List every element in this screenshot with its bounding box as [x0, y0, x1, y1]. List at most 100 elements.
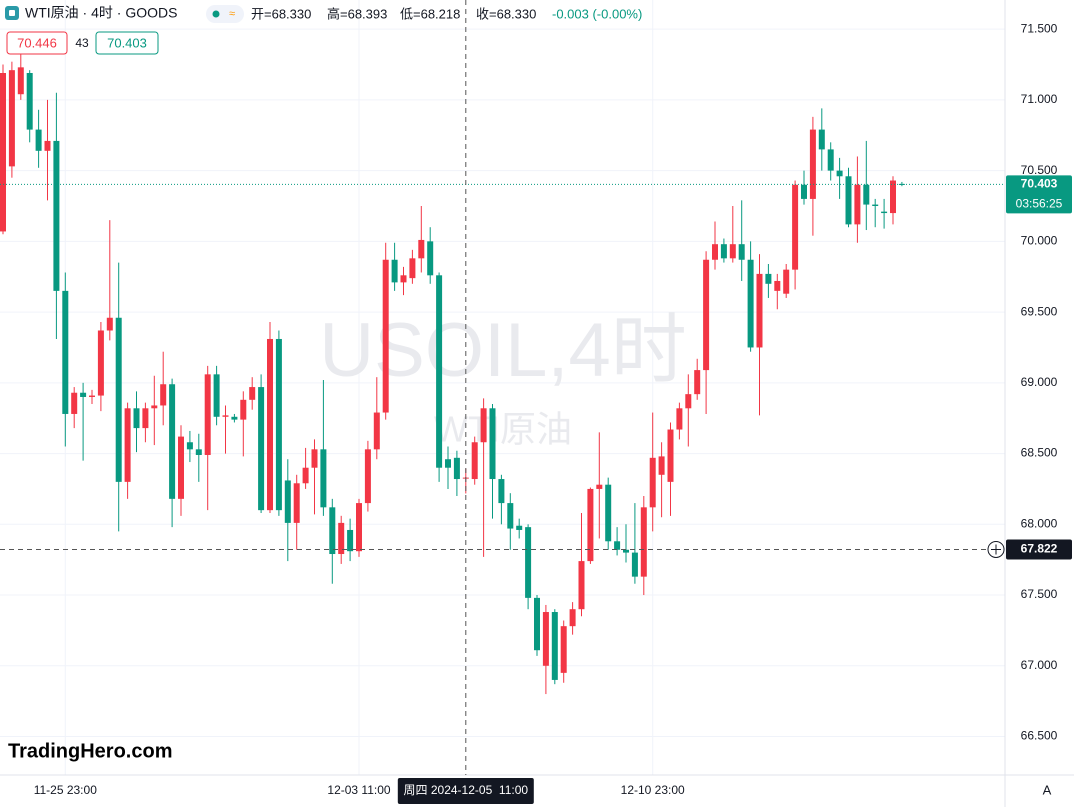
- candle-body: [685, 394, 692, 409]
- candle-body: [400, 275, 407, 283]
- candle-body: [231, 416, 238, 420]
- candle-body: [587, 488, 594, 562]
- candle-body: [854, 184, 861, 225]
- ohlc-high: 高=68.393: [327, 6, 387, 21]
- y-tick-label: 69.000: [1021, 375, 1058, 389]
- y-tick-label: 66.500: [1021, 729, 1058, 743]
- candle-body: [712, 244, 718, 260]
- candle-body: [249, 387, 256, 400]
- candle-body: [614, 541, 621, 550]
- candle-body: [498, 479, 505, 504]
- candle-body: [62, 290, 69, 414]
- candle-body: [881, 211, 888, 214]
- y-tick-label: 71.500: [1021, 21, 1058, 35]
- candle-body: [293, 483, 300, 523]
- candle-body: [115, 317, 122, 482]
- x-tick-label: 12-10 23:00: [621, 783, 685, 797]
- candle-body: [578, 561, 585, 610]
- candle-body: [373, 412, 380, 450]
- candle-body: [311, 449, 318, 468]
- candle-body: [792, 184, 799, 270]
- candle-body: [80, 392, 87, 397]
- ohlc-change: -0.003 (-0.00%): [552, 6, 642, 21]
- candle-body: [284, 480, 291, 523]
- symbol-title[interactable]: WTI原油 · 4时 · GOODS: [25, 5, 177, 21]
- ohlc-close: 收=68.330: [476, 6, 536, 21]
- candle-body: [204, 374, 211, 455]
- candle-body: [631, 552, 638, 577]
- candle-body: [169, 384, 176, 499]
- grid: [0, 0, 1005, 775]
- crosshair-time-label: 周四 2024-12-05 11:00: [404, 783, 529, 797]
- delay-icon: ≈: [229, 8, 235, 20]
- candle-body: [516, 525, 523, 530]
- candle-body: [320, 449, 327, 508]
- candle-body: [640, 507, 647, 577]
- candle-body: [178, 436, 184, 499]
- candle-body: [542, 612, 549, 666]
- candle-body: [222, 415, 229, 417]
- candle-body: [809, 129, 816, 199]
- candle-body: [338, 522, 345, 555]
- candle-body: [124, 408, 131, 482]
- spread: 43: [75, 36, 89, 50]
- y-tick-label: 71.000: [1021, 92, 1058, 106]
- candle-body: [694, 370, 701, 395]
- ohlc-open: 开=68.330: [251, 6, 311, 21]
- candle-body: [71, 392, 78, 414]
- sell-box[interactable]: [6, 31, 68, 55]
- candle-body: [720, 244, 727, 259]
- x-tick-label: 11-25 23:00: [34, 783, 97, 797]
- candle-body: [267, 338, 273, 511]
- candle-body: [890, 180, 896, 214]
- candle-body: [151, 405, 158, 409]
- y-tick-label: 67.500: [1021, 587, 1058, 601]
- ohlc-low: 低=68.218: [400, 6, 460, 21]
- candle-body: [53, 140, 60, 291]
- add-alert-plus: [991, 544, 1001, 555]
- candle-body: [106, 317, 113, 331]
- candle-body: [827, 149, 834, 171]
- candle-body: [738, 244, 745, 260]
- candle-body: [596, 484, 603, 489]
- candle-body: [872, 204, 879, 206]
- candle-body: [275, 338, 282, 511]
- candle-body: [26, 73, 33, 130]
- candle-body: [142, 408, 149, 429]
- crosshair-price-tag: [1006, 539, 1072, 560]
- candle-body: [507, 503, 514, 529]
- candle-body: [409, 258, 416, 279]
- candle-body: [133, 408, 140, 429]
- candle-body: [453, 457, 460, 480]
- candle-body: [525, 527, 532, 598]
- candle-body: [258, 387, 265, 511]
- candle-body: [801, 184, 807, 199]
- candle-body: [213, 374, 220, 417]
- candle-body: [649, 457, 656, 508]
- candle-body: [489, 408, 496, 480]
- candle-body: [329, 507, 336, 555]
- y-tick-label: 70.000: [1021, 234, 1058, 248]
- candle-body: [560, 626, 567, 673]
- candle-body: [747, 259, 754, 348]
- candle-body: [347, 529, 354, 552]
- header: WTI原油 · 4时 · GOODS ≈ 开=68.330 高=68.393 低…: [5, 5, 642, 55]
- candle-body: [534, 597, 540, 651]
- candle-body: [836, 170, 843, 177]
- auto-scale-button[interactable]: A: [1043, 782, 1052, 797]
- candle-body: [382, 259, 389, 413]
- candle-body: [445, 459, 451, 468]
- candle-body: [8, 70, 15, 167]
- last-price-tag: [1006, 175, 1072, 214]
- candle-body: [703, 259, 710, 371]
- candle-body: [35, 129, 42, 151]
- y-tick-label: 70.500: [1021, 163, 1058, 177]
- candle-body: [783, 269, 790, 294]
- candle-body: [89, 395, 95, 397]
- candle-body: [756, 273, 763, 348]
- candle-body: [480, 408, 487, 443]
- buy-box[interactable]: [95, 31, 159, 55]
- candle-body: [0, 73, 6, 232]
- candle-body: [195, 449, 202, 455]
